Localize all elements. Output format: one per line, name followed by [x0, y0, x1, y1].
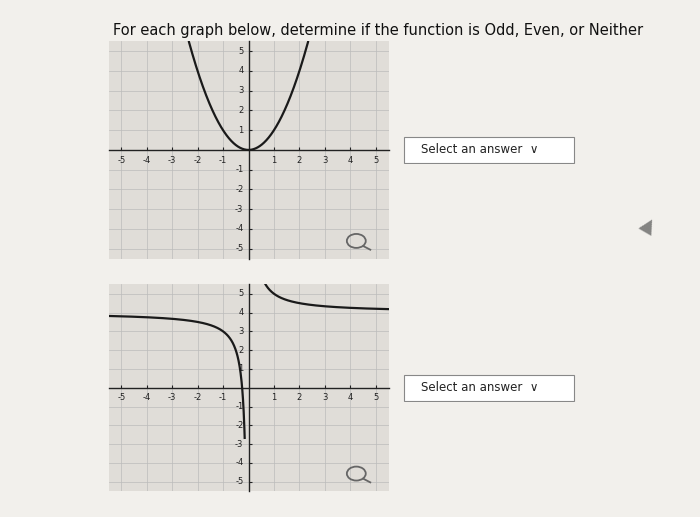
- Text: -5: -5: [235, 477, 244, 486]
- Text: 3: 3: [322, 156, 328, 165]
- Text: -2: -2: [193, 156, 202, 165]
- FancyBboxPatch shape: [405, 137, 574, 163]
- Text: Select an answer  ∨: Select an answer ∨: [421, 381, 538, 394]
- Text: 3: 3: [322, 393, 328, 402]
- Text: 1: 1: [238, 126, 244, 135]
- Text: -5: -5: [117, 156, 125, 165]
- Text: 1: 1: [272, 156, 276, 165]
- Text: 4: 4: [348, 393, 353, 402]
- Text: 4: 4: [238, 67, 244, 75]
- Text: -1: -1: [235, 165, 244, 174]
- Text: 2: 2: [297, 156, 302, 165]
- Text: 2: 2: [238, 106, 244, 115]
- Text: 5: 5: [238, 47, 244, 56]
- Text: 5: 5: [373, 393, 379, 402]
- Text: -5: -5: [235, 244, 244, 253]
- Text: -1: -1: [219, 393, 228, 402]
- Text: -4: -4: [143, 156, 150, 165]
- Text: 1: 1: [238, 364, 244, 373]
- Text: -2: -2: [193, 393, 202, 402]
- Text: -4: -4: [235, 459, 244, 467]
- Text: -1: -1: [219, 156, 228, 165]
- Text: -3: -3: [168, 393, 176, 402]
- Text: -2: -2: [235, 185, 244, 194]
- Text: Select an answer  ∨: Select an answer ∨: [421, 143, 538, 157]
- Text: For each graph below, determine if the function is Odd, Even, or Neither: For each graph below, determine if the f…: [113, 23, 643, 38]
- Text: 1: 1: [272, 393, 276, 402]
- Text: -2: -2: [235, 421, 244, 430]
- Text: 2: 2: [297, 393, 302, 402]
- Text: -1: -1: [235, 402, 244, 411]
- Text: -5: -5: [117, 393, 125, 402]
- Text: 3: 3: [238, 86, 244, 95]
- Text: -3: -3: [168, 156, 176, 165]
- Text: 4: 4: [348, 156, 353, 165]
- Text: -4: -4: [143, 393, 150, 402]
- Text: -3: -3: [235, 205, 244, 214]
- Text: ▲: ▲: [637, 212, 659, 237]
- Text: 3: 3: [238, 327, 244, 336]
- Text: 4: 4: [238, 308, 244, 317]
- Text: -3: -3: [235, 439, 244, 449]
- Text: 2: 2: [238, 346, 244, 355]
- Text: -4: -4: [235, 224, 244, 233]
- Text: 5: 5: [238, 289, 244, 298]
- FancyBboxPatch shape: [405, 375, 574, 401]
- Text: 5: 5: [373, 156, 379, 165]
